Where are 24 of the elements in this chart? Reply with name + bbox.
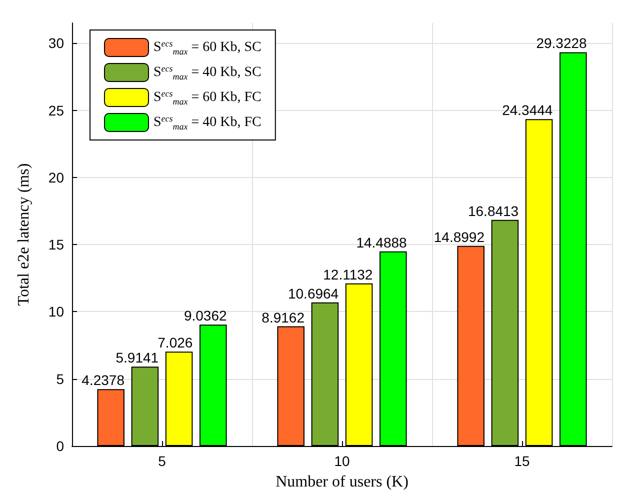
y-axis-title: Total e2e latency (ms): [16, 163, 32, 306]
data-label: 16.8413: [468, 202, 519, 219]
data-label: 7.026: [158, 334, 193, 351]
data-label: 29.3228: [536, 35, 588, 52]
data-label: 4.2378: [82, 372, 125, 388]
x-tick-label: 10: [334, 453, 350, 469]
y-tick-label: 25: [48, 102, 64, 118]
data-label: 5.9141: [116, 350, 159, 366]
data-label: 14.8992: [434, 228, 485, 245]
data-label: 8.9162: [262, 309, 305, 326]
data-label: 9.0362: [184, 308, 228, 324]
data-label: 12.1132: [323, 266, 373, 282]
y-tick-label: 10: [48, 304, 64, 320]
data-label: 10.6964: [288, 285, 339, 302]
data-label: 24.3444: [502, 102, 553, 118]
x-tick-label: 5: [158, 453, 166, 469]
y-tick-label: 15: [48, 236, 64, 253]
x-axis-title: Number of users (K): [276, 474, 408, 490]
y-tick-label: 20: [48, 169, 64, 186]
y-tick-label: 30: [48, 35, 64, 52]
y-tick-label: 0: [56, 438, 64, 454]
data-label: 14.4888: [356, 234, 408, 250]
y-tick-label: 5: [56, 370, 64, 387]
x-tick-label: 15: [514, 453, 530, 469]
